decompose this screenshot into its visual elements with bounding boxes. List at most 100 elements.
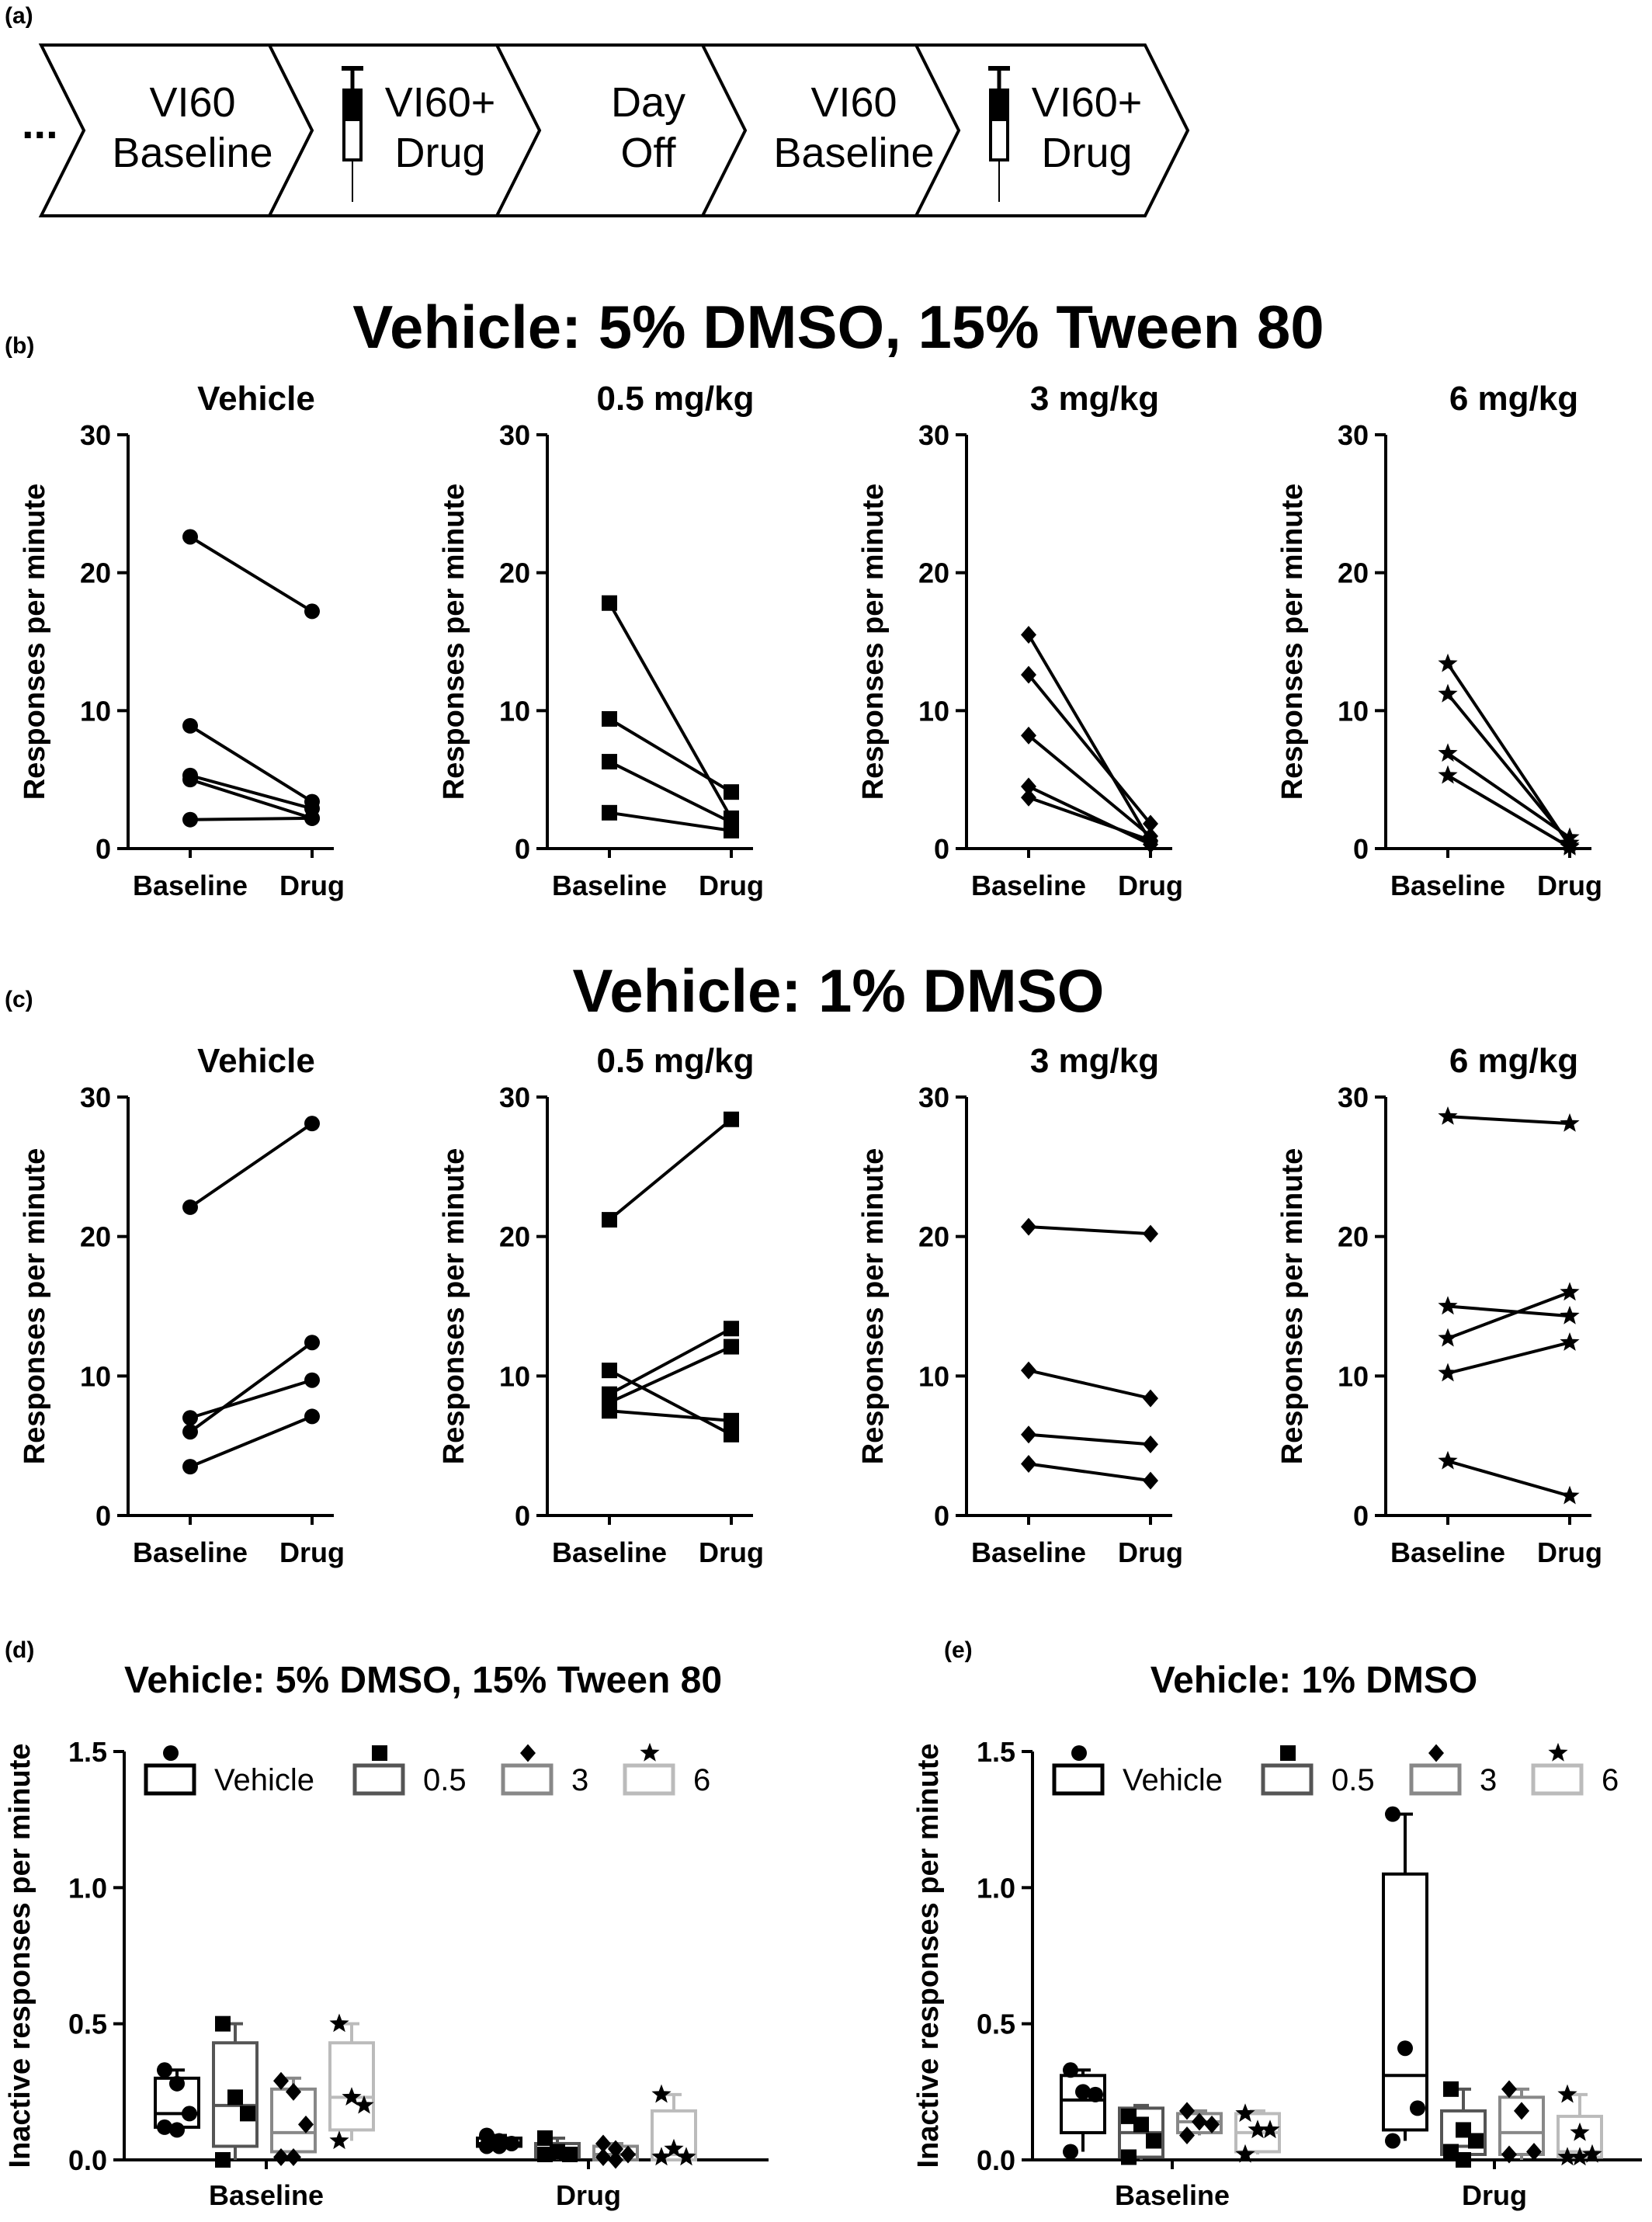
data-point bbox=[1560, 1282, 1580, 1301]
data-point bbox=[724, 1412, 739, 1429]
data-point bbox=[550, 2144, 565, 2160]
data-point bbox=[1557, 2147, 1577, 2166]
data-point bbox=[1063, 2144, 1078, 2160]
y-tick-label: 20 bbox=[80, 557, 111, 589]
series-line bbox=[1447, 1341, 1570, 1375]
data-point bbox=[1143, 1224, 1158, 1243]
data-point bbox=[157, 2062, 172, 2078]
chart-b2: 0.5 mg/kg Responses per minute 0 10 20 30 Base… bbox=[438, 380, 764, 901]
data-point bbox=[602, 1363, 617, 1379]
series-line bbox=[609, 1345, 732, 1404]
y-tick-label: 10 bbox=[499, 695, 530, 727]
series-line bbox=[1446, 693, 1571, 845]
chart-c1: Vehicle Responses per minute 0 10 20 30 Baseli… bbox=[19, 1042, 345, 1568]
chart-title: 0.5 mg/kg bbox=[597, 380, 755, 418]
y-tick-label: 20 bbox=[1338, 1221, 1369, 1253]
legend-marker bbox=[163, 1745, 179, 1761]
schedule-step-line1: VI60+ bbox=[1032, 79, 1143, 126]
data-point bbox=[724, 784, 739, 800]
data-point bbox=[240, 2106, 255, 2122]
data-point bbox=[1235, 2144, 1255, 2163]
data-point bbox=[182, 1459, 198, 1475]
data-point bbox=[491, 2138, 507, 2154]
data-point bbox=[329, 2130, 349, 2150]
syringe-fill bbox=[344, 90, 361, 121]
data-point bbox=[1560, 1485, 1580, 1505]
data-point bbox=[1557, 2084, 1577, 2103]
data-point bbox=[1514, 2102, 1529, 2120]
y-tick-label: 30 bbox=[80, 1081, 111, 1113]
chart-e: Vehicle: 1% DMSO Inactive responses per m… bbox=[912, 1660, 1642, 2211]
data-point bbox=[602, 754, 617, 770]
legend-label: Vehicle bbox=[214, 1763, 314, 1797]
data-point bbox=[1456, 2152, 1471, 2168]
data-point bbox=[651, 2084, 672, 2103]
data-point bbox=[1560, 1332, 1580, 1351]
series-line bbox=[1027, 734, 1152, 838]
y-tick-label: 1.5 bbox=[977, 1736, 1015, 1768]
data-point bbox=[1397, 2040, 1413, 2057]
y-tick-label: 20 bbox=[499, 557, 530, 589]
legend-marker bbox=[1280, 1745, 1296, 1761]
legend-marker bbox=[520, 1744, 536, 1762]
series-line bbox=[1447, 1115, 1570, 1126]
series-line bbox=[189, 778, 313, 820]
schedule-step-line2: Baseline bbox=[773, 130, 934, 176]
y-tick-label: 0.5 bbox=[977, 2008, 1015, 2040]
legend-marker bbox=[1548, 1742, 1568, 1762]
series-line bbox=[189, 1378, 313, 1420]
data-point bbox=[1088, 2086, 1103, 2102]
ellipsis: ... bbox=[22, 99, 58, 148]
data-point bbox=[1385, 1806, 1400, 1822]
data-point bbox=[1560, 837, 1580, 856]
data-point bbox=[608, 2140, 623, 2158]
data-point bbox=[1021, 788, 1036, 807]
data-point bbox=[182, 2106, 197, 2122]
data-point bbox=[1146, 2133, 1161, 2149]
y-tick-label: 0.0 bbox=[68, 2144, 107, 2176]
data-point bbox=[1438, 653, 1458, 672]
data-point bbox=[298, 2115, 314, 2133]
label-c: (c) bbox=[5, 987, 33, 1012]
y-tick-label: 20 bbox=[918, 557, 949, 589]
series-line bbox=[1446, 752, 1571, 839]
series-line bbox=[1028, 796, 1151, 842]
series-line bbox=[1447, 1460, 1570, 1498]
data-point bbox=[1456, 2122, 1471, 2138]
box bbox=[1382, 1872, 1428, 2132]
series-line bbox=[609, 1369, 732, 1436]
data-point bbox=[286, 2082, 301, 2101]
data-point bbox=[537, 2146, 553, 2162]
legend-swatch bbox=[1409, 1763, 1462, 1796]
y-tick-label: 30 bbox=[1338, 1081, 1369, 1113]
data-point bbox=[1438, 1296, 1458, 1315]
y-axis-label: Inactive responses per minute bbox=[4, 1744, 36, 2168]
data-point bbox=[286, 2147, 301, 2166]
x-tick-label: Baseline bbox=[971, 1536, 1086, 1568]
x-tick-label: Baseline bbox=[1115, 2179, 1230, 2211]
x-tick-label: Baseline bbox=[971, 870, 1086, 901]
data-point bbox=[1438, 1106, 1458, 1125]
chart-title: 6 mg/kg bbox=[1449, 380, 1578, 418]
data-point bbox=[1021, 665, 1036, 684]
legend-label: 3 bbox=[1480, 1763, 1497, 1797]
y-axis-label: Responses per minute bbox=[857, 1148, 890, 1465]
data-point bbox=[724, 1426, 739, 1443]
series-line bbox=[189, 1122, 314, 1209]
schedule-flow: ... VI60BaselineVI60+DrugDayOffVI60Baseli… bbox=[22, 43, 1190, 217]
y-tick-label: 30 bbox=[499, 1081, 530, 1113]
data-point bbox=[157, 2119, 172, 2135]
schedule-step-line1: VI60 bbox=[149, 79, 235, 126]
series-line bbox=[609, 1327, 732, 1396]
data-point bbox=[273, 2071, 289, 2090]
data-point bbox=[1021, 726, 1036, 745]
data-point bbox=[1021, 777, 1036, 796]
data-point bbox=[1501, 2145, 1517, 2164]
x-tick-label: Drug bbox=[1537, 1536, 1602, 1568]
box bbox=[328, 2041, 375, 2132]
y-tick-label: 30 bbox=[1338, 419, 1369, 451]
schedule-step-arrow bbox=[913, 43, 1190, 217]
chart-title: 3 mg/kg bbox=[1030, 1042, 1159, 1080]
series-line bbox=[1027, 673, 1152, 825]
data-point bbox=[304, 1335, 320, 1351]
